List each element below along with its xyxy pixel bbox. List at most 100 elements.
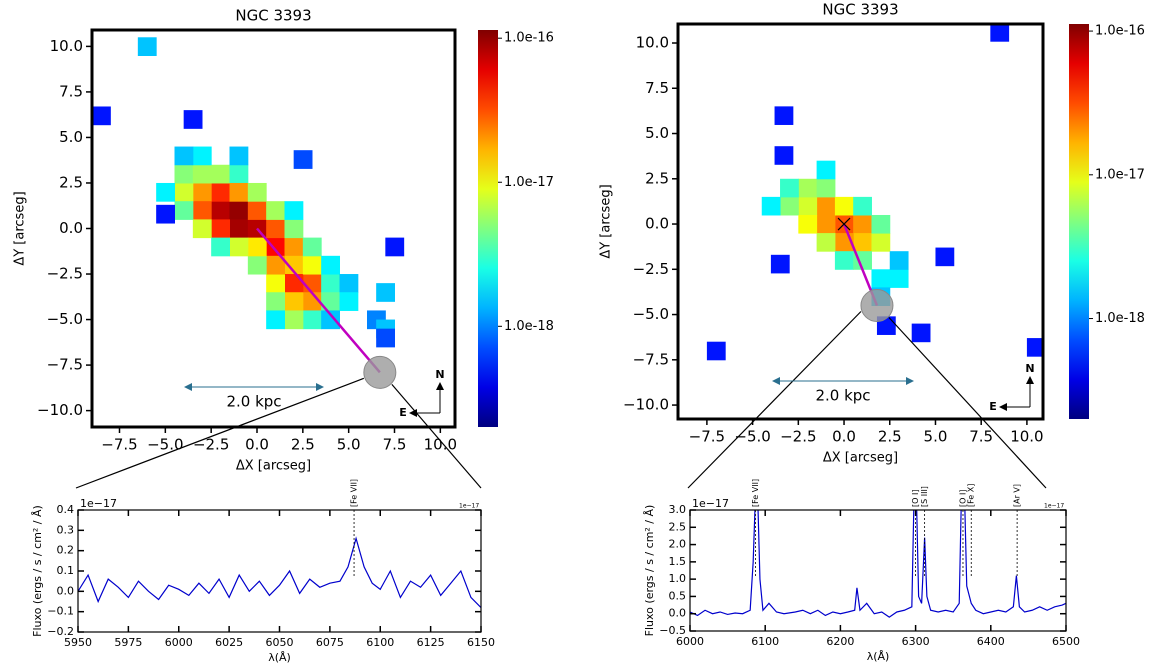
- x-tick-label: 5.0: [924, 428, 948, 446]
- map-pixel: [266, 201, 285, 220]
- y-tick-label: −0.1: [47, 605, 74, 618]
- map-pixel: [853, 214, 872, 234]
- x-tick-label: 6300: [902, 635, 930, 648]
- y-tick-label: 0.0: [57, 584, 75, 597]
- compass-east-label: E: [989, 400, 997, 413]
- map-pixel: [339, 292, 359, 311]
- y-tick-label: 0.0: [669, 607, 687, 620]
- map-pixel: [247, 237, 267, 257]
- map-pixel: [92, 106, 111, 126]
- colorbar: [1069, 24, 1089, 419]
- y-tick-label: 5.0: [645, 124, 669, 142]
- x-tick-label: 6000: [165, 636, 193, 649]
- axes-frame: [77, 509, 482, 633]
- x-tick-label: 6100: [751, 635, 779, 648]
- map-pixel: [302, 237, 322, 257]
- map-pixel: [816, 196, 836, 216]
- y-tick-label: 0.5: [669, 589, 687, 602]
- y-tick-label: 2.0: [669, 538, 687, 551]
- zoom-line: [687, 311, 862, 489]
- map-pixel: [284, 274, 304, 293]
- map-pixel: [266, 292, 285, 311]
- y-tick-label: −10.0: [37, 401, 83, 419]
- y-tick-label: 1.0: [669, 572, 687, 585]
- y-tick-label: −7.5: [633, 350, 669, 368]
- map-pixel: [192, 164, 212, 184]
- map-pixel: [774, 106, 794, 125]
- map-pixel: [816, 160, 836, 180]
- x-tick-label: 7.5: [383, 436, 407, 454]
- x-tick-label: 6000: [676, 635, 704, 648]
- map-pixel: [774, 146, 794, 165]
- map-pixel: [935, 247, 955, 267]
- colorbar-tick-label: 1.0e-18: [1095, 311, 1145, 326]
- y-tick-label: 2.5: [59, 173, 83, 191]
- map-pixel: [816, 178, 836, 198]
- x-tick-label: 7.5: [969, 428, 993, 446]
- x-tick-label: 5.0: [337, 436, 361, 454]
- compass-east-label: E: [399, 406, 407, 419]
- offset-text-right: 1e−17: [459, 503, 479, 510]
- emission-line-label: [O I]: [911, 490, 920, 507]
- colorbar-tick-label: 1.0e-17: [504, 175, 554, 190]
- y-tick-label: 0.4: [57, 503, 75, 516]
- x-tick-label: 6125: [417, 636, 445, 649]
- map-pixel: [192, 201, 212, 220]
- map-pixel: [284, 237, 304, 257]
- map-pixel: [211, 219, 230, 239]
- map-pixel: [853, 196, 872, 216]
- x-tick-label: −7.5: [101, 436, 137, 454]
- x-axis-label: λ(Å): [268, 651, 291, 664]
- x-tick-label: 5950: [64, 636, 92, 649]
- map-pixel: [266, 255, 285, 275]
- x-tick-label: −2.5: [193, 436, 229, 454]
- y-tick-label: 10.0: [636, 34, 669, 52]
- map-pixel: [229, 201, 249, 220]
- map-pixel: [284, 292, 304, 311]
- emission-line-label: [Fe VII]: [350, 479, 359, 507]
- y-tick-label: 0.0: [645, 215, 669, 233]
- y-tick-label: 3.0: [669, 503, 687, 516]
- map-pixel: [706, 341, 726, 361]
- map-pixel: [770, 254, 790, 274]
- y-axis-label: Fluxo (ergs / s / cm² / Å): [643, 505, 656, 637]
- map-pixel: [266, 237, 285, 257]
- compass-north-label: N: [1025, 362, 1034, 375]
- y-tick-label: 2.5: [645, 169, 669, 187]
- y-tick-label: −5.0: [633, 305, 669, 323]
- map-pixel: [798, 178, 818, 198]
- x-axis-label: ΔX [arcseg]: [823, 451, 898, 466]
- slit-line: [256, 227, 381, 374]
- zoom-line: [75, 377, 365, 489]
- y-tick-label: 1.5: [669, 555, 687, 568]
- map-pixel: [137, 37, 157, 56]
- aperture: [860, 288, 894, 322]
- map-pixel: [321, 310, 340, 330]
- map-pixel: [302, 274, 322, 293]
- map-pixel: [266, 274, 285, 293]
- map-pixel: [247, 255, 267, 275]
- x-tick-label: −7.5: [689, 428, 725, 446]
- axes-frame: [689, 509, 1067, 632]
- map-pixel: [229, 182, 249, 202]
- map-pixel: [816, 233, 836, 252]
- map-pixel: [871, 214, 891, 234]
- y-tick-label: −10.0: [623, 396, 669, 414]
- x-axis-label: ΔX [arcseg]: [236, 459, 311, 474]
- map-pixel: [183, 110, 203, 129]
- y-axis-label: Fluxo (ergs / s / cm² / Å): [31, 505, 44, 637]
- emission-line-label: [Fe X]: [967, 484, 976, 507]
- map-pixel: [1026, 338, 1043, 357]
- x-tick-label: 6075: [316, 636, 344, 649]
- map-pixel: [834, 196, 854, 216]
- map-pixel: [889, 269, 909, 288]
- map-pixel: [211, 237, 230, 257]
- map-pixel: [871, 233, 891, 252]
- x-tick-label: −5.0: [734, 428, 770, 446]
- y-tick-label: 0.0: [59, 219, 83, 237]
- map-pixel: [321, 255, 340, 275]
- axes-frame: [676, 22, 1045, 421]
- x-tick-label: 0.0: [245, 436, 269, 454]
- map-pixel: [816, 214, 836, 234]
- emission-line-label: [Ar V]: [1013, 484, 1022, 507]
